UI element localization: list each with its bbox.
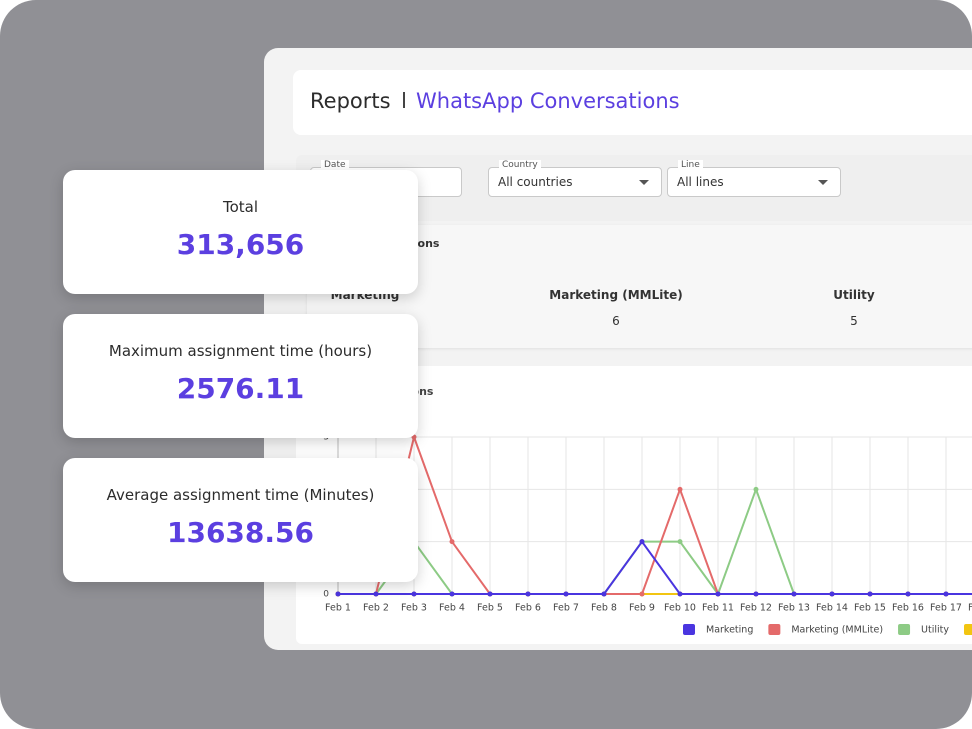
separator bbox=[403, 92, 405, 108]
x-tick-label: Feb 16 bbox=[892, 603, 924, 614]
summary-value: 5 bbox=[850, 314, 858, 328]
legend-label: Marketing bbox=[706, 625, 753, 636]
legend-swatch bbox=[683, 624, 695, 635]
data-point bbox=[753, 486, 759, 492]
data-point bbox=[639, 539, 645, 545]
summary-value: 6 bbox=[612, 314, 620, 328]
stat-value: 313,656 bbox=[176, 228, 305, 261]
summary-label: Marketing (MMLite) bbox=[549, 288, 683, 302]
data-point bbox=[905, 591, 911, 597]
data-point bbox=[373, 591, 379, 597]
x-tick-label: Feb 10 bbox=[664, 603, 696, 614]
data-point bbox=[943, 591, 949, 597]
legend-swatch bbox=[964, 624, 972, 635]
data-point bbox=[487, 591, 493, 597]
x-tick-label: Feb 2 bbox=[363, 603, 389, 614]
stat-label: Maximum assignment time (hours) bbox=[108, 342, 373, 360]
x-tick-label: Feb 14 bbox=[816, 603, 848, 614]
dropdown-arrow bbox=[818, 180, 828, 185]
x-tick-label: Feb 9 bbox=[629, 603, 655, 614]
x-tick-label: Feb 5 bbox=[477, 603, 503, 614]
stat-value: 2576.11 bbox=[176, 372, 305, 405]
data-point bbox=[753, 591, 759, 597]
data-point bbox=[867, 591, 873, 597]
data-point bbox=[677, 591, 683, 597]
data-point bbox=[791, 591, 797, 597]
x-tick-label: Feb 17 bbox=[930, 603, 962, 614]
series-line bbox=[338, 539, 972, 595]
page-subtitle: WhatsApp Conversations bbox=[416, 89, 680, 113]
legend-label: Utility bbox=[921, 625, 949, 636]
x-tick-label: Feb 4 bbox=[439, 603, 465, 614]
field-value: All lines bbox=[677, 175, 724, 189]
x-tick-label: Feb 3 bbox=[401, 603, 427, 614]
data-point bbox=[563, 591, 569, 597]
x-tick-label: Feb 7 bbox=[553, 603, 579, 614]
line-select[interactable]: Line All lines bbox=[667, 160, 841, 197]
data-point bbox=[677, 486, 683, 492]
x-tick-label: Feb 15 bbox=[854, 603, 886, 614]
x-tick-label: Feb 8 bbox=[591, 603, 617, 614]
data-point bbox=[449, 539, 455, 545]
x-tick-label: Feb 11 bbox=[702, 603, 734, 614]
field-label: Line bbox=[678, 160, 703, 170]
dropdown-arrow bbox=[639, 180, 649, 185]
legend-swatch bbox=[898, 624, 911, 635]
x-tick-label: Feb 6 bbox=[515, 603, 541, 614]
legend-swatch bbox=[768, 624, 781, 635]
y-tick-label: 0 bbox=[323, 590, 329, 600]
data-point bbox=[601, 591, 607, 597]
header: Reports WhatsApp Conversations bbox=[293, 70, 972, 135]
data-point bbox=[449, 591, 455, 597]
data-point bbox=[335, 591, 341, 597]
stat-card: Average assignment time (Minutes) 13638.… bbox=[63, 458, 418, 582]
summary-label: Utility bbox=[833, 288, 875, 302]
legend-label: Marketing (MMLite) bbox=[791, 625, 883, 636]
stat-label: Total bbox=[222, 198, 259, 216]
x-tick-label: Feb 18 bbox=[968, 603, 972, 614]
field-value: All countries bbox=[498, 175, 573, 189]
stat-label: Average assignment time (Minutes) bbox=[106, 486, 375, 504]
page-title: Reports bbox=[310, 89, 391, 113]
field-label: Date bbox=[321, 160, 349, 170]
x-tick-label: Feb 13 bbox=[778, 603, 810, 614]
stat-card: Maximum assignment time (hours) 2576.11 bbox=[63, 314, 418, 438]
data-point bbox=[829, 591, 835, 597]
x-tick-label: Feb 1 bbox=[325, 603, 351, 614]
data-point bbox=[677, 539, 683, 545]
stat-value: 13638.56 bbox=[166, 516, 314, 549]
series-line bbox=[338, 433, 972, 595]
data-point bbox=[411, 591, 417, 597]
country-select[interactable]: Country All countries bbox=[488, 160, 662, 197]
field-label: Country bbox=[499, 160, 541, 170]
data-point bbox=[639, 591, 645, 597]
data-point bbox=[525, 591, 531, 597]
stat-card: Total 313,656 bbox=[63, 170, 418, 294]
x-tick-label: Feb 12 bbox=[740, 603, 772, 614]
data-point bbox=[715, 591, 721, 597]
